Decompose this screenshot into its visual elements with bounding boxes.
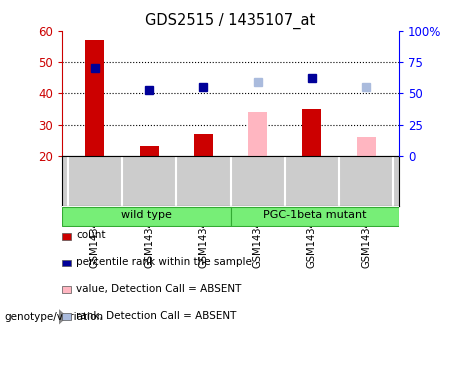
Bar xyxy=(357,137,376,156)
Bar xyxy=(85,40,104,156)
Text: PGC-1beta mutant: PGC-1beta mutant xyxy=(263,210,366,220)
Bar xyxy=(230,207,399,225)
Text: percentile rank within the sample: percentile rank within the sample xyxy=(76,257,252,267)
Text: rank, Detection Call = ABSENT: rank, Detection Call = ABSENT xyxy=(76,311,236,321)
Polygon shape xyxy=(59,309,67,324)
Text: wild type: wild type xyxy=(121,210,172,220)
Bar xyxy=(248,112,267,156)
Text: value, Detection Call = ABSENT: value, Detection Call = ABSENT xyxy=(76,284,242,294)
Title: GDS2515 / 1435107_at: GDS2515 / 1435107_at xyxy=(145,13,316,29)
Bar xyxy=(140,146,159,156)
Text: count: count xyxy=(76,230,106,240)
Text: genotype/variation: genotype/variation xyxy=(5,312,104,322)
Bar xyxy=(302,109,321,156)
Bar xyxy=(194,134,213,156)
Bar xyxy=(62,207,230,225)
